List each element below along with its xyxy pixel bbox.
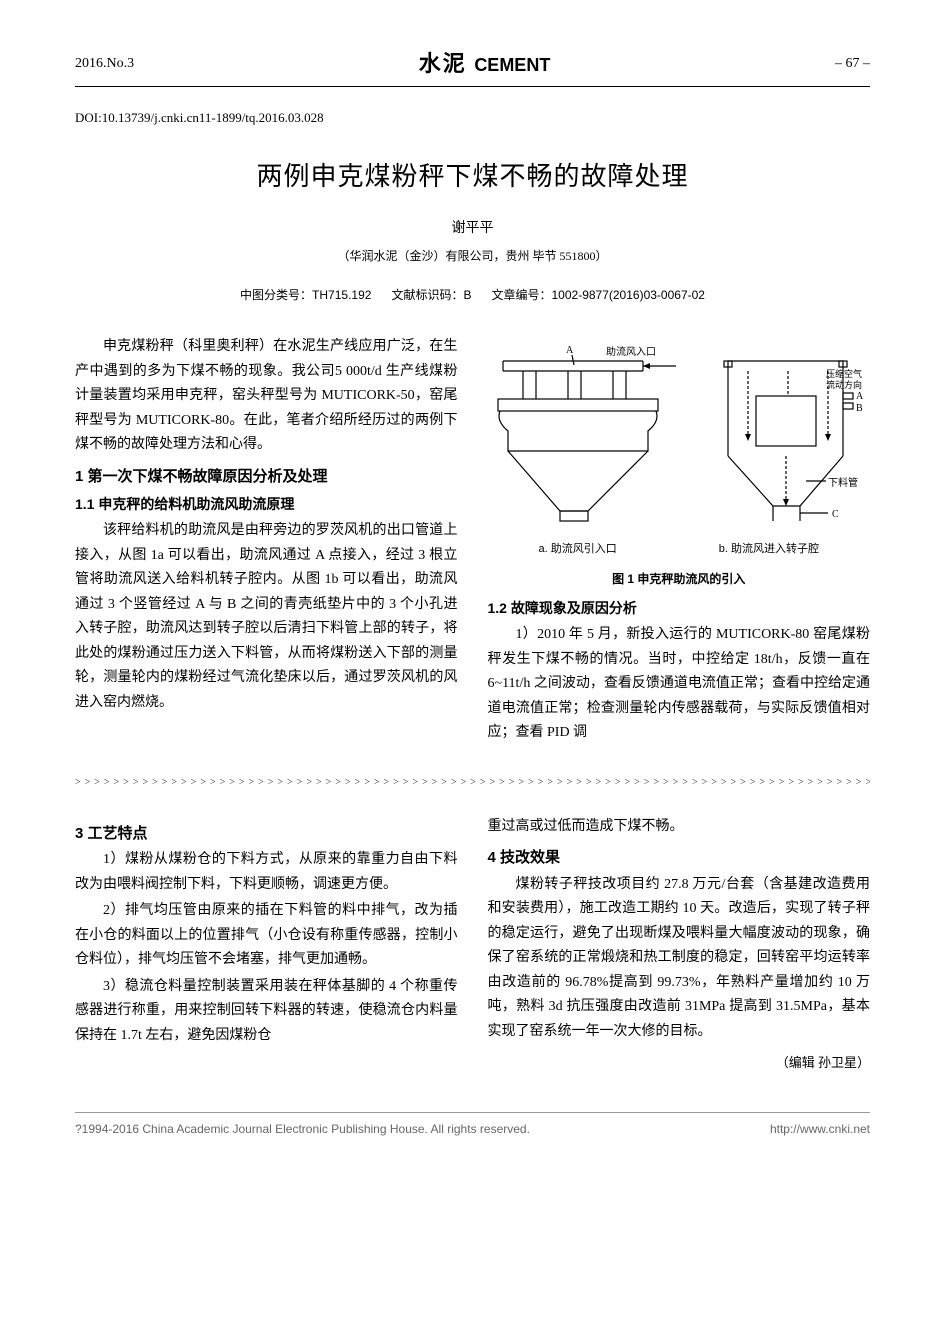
col-right-lower: 重过高或过低而造成下煤不畅。 4 技改效果 煤粉转子秤技改项目约 27.8 万元… [488,815,871,1075]
heading-4: 4 技改效果 [488,845,871,871]
author-name: 谢平平 [75,217,870,241]
columns-upper: 申克煤粉秤（科里奥利秤）在水泥生产线应用广泛，在生产中遇到的多为下煤不畅的现象。… [75,335,870,747]
heading-3: 3 工艺特点 [75,821,458,847]
svg-text:B: B [856,403,863,414]
svg-text:A: A [566,345,574,356]
paragraph-1-1: 该秤给料机的助流风是由秤旁边的罗茨风机的出口管道上接入，从图 1a 可以看出，助… [75,519,458,715]
article-id-label: 文章编号： [491,288,551,302]
clc-value: TH715.192 [312,288,371,302]
paragraph-3-2: 2）排气均压管由原来的插在下料管的料中排气，改为插在小仓的料面以上的位置排气（小… [75,899,458,973]
footer-right: http://www.cnki.net [770,1119,870,1139]
journal-title-en: CEMENT [474,55,550,75]
svg-text:压缩空气: 压缩空气 [826,368,862,379]
svg-text:A: A [856,391,864,402]
col-left-lower: 3 工艺特点 1）煤粉从煤粉仓的下料方式，从原来的靠重力自由下料改为由喂料阀控制… [75,815,458,1075]
figure-1: A 助流风入口 [488,341,871,589]
author-affiliation: （华润水泥（金沙）有限公司，贵州 毕节 551800） [75,246,870,266]
clc-label: 中图分类号： [240,288,312,302]
heading-1-2: 1.2 故障现象及原因分析 [488,597,871,621]
svg-text:流动方向: 流动方向 [826,379,862,390]
figure-1-caption: 图 1 申克秤助流风的引入 [488,569,871,589]
article-id-value: 1002-9877(2016)03-0067-02 [552,288,705,302]
paragraph-4: 煤粉转子秤技改项目约 27.8 万元/台套（含基建改造费用和安装费用），施工改造… [488,873,871,1045]
separator: >>>>>>>>>>>>>>>>>>>>>>>>>>>>>>>>>>>>>>>>… [75,774,870,791]
page-footer: ?1994-2016 China Academic Journal Electr… [75,1112,870,1139]
doc-code-label: 文献标识码： [391,288,463,302]
article-meta: 中图分类号：TH715.192 文献标识码：B 文章编号：1002-9877(2… [75,285,870,305]
paragraph-3-3: 3）稳流仓料量控制装置采用装在秤体基脚的 4 个称重传感器进行称重，用来控制回转… [75,975,458,1049]
editor-credit: （编辑 孙卫星） [488,1052,871,1074]
svg-text:C: C [832,509,839,520]
issue-label: 2016.No.3 [75,52,134,76]
col-left-upper: 申克煤粉秤（科里奥利秤）在水泥生产线应用广泛，在生产中遇到的多为下煤不畅的现象。… [75,335,458,747]
footer-left: ?1994-2016 China Academic Journal Electr… [75,1119,530,1139]
fig1-sub-b: b. 助流风进入转子腔 [719,540,819,559]
article-title: 两例申克煤粉秤下煤不畅的故障处理 [75,154,870,198]
journal-title-cn: 水泥 [419,51,467,76]
label-inlet: 助流风入口 [606,345,656,358]
columns-lower: 3 工艺特点 1）煤粉从煤粉仓的下料方式，从原来的靠重力自由下料改为由喂料阀控制… [75,815,870,1075]
journal-title: 水泥 CEMENT [419,45,551,82]
paragraph-3-1: 1）煤粉从煤粉仓的下料方式，从原来的靠重力自由下料改为由喂料阀控制下料，下料更顺… [75,848,458,897]
figure-1-svg: A 助流风入口 [488,341,868,536]
svg-text:下料管: 下料管 [828,476,858,489]
doc-code-value: B [463,288,471,302]
paragraph-cont: 重过高或过低而造成下煤不畅。 [488,815,871,840]
page-number: – 67 – [835,52,870,76]
doi-line: DOI:10.13739/j.cnki.cn11-1899/tq.2016.03… [75,107,870,129]
col-right-upper: A 助流风入口 [488,335,871,747]
fig1-sub-a: a. 助流风引入口 [539,540,617,559]
paragraph-1-2: 1）2010 年 5 月，新投入运行的 MUTICORK-80 窑尾煤粉秤发生下… [488,623,871,746]
intro-paragraph: 申克煤粉秤（科里奥利秤）在水泥生产线应用广泛，在生产中遇到的多为下煤不畅的现象。… [75,335,458,458]
figure-1-subcaptions: a. 助流风引入口 b. 助流风进入转子腔 [488,540,871,559]
page-header: 2016.No.3 水泥 CEMENT – 67 – [75,45,870,87]
heading-1-1: 1.1 申克秤的给料机助流风助流原理 [75,493,458,517]
page: 2016.No.3 水泥 CEMENT – 67 – DOI:10.13739/… [0,0,945,1170]
heading-1: 1 第一次下煤不畅故障原因分析及处理 [75,464,458,490]
